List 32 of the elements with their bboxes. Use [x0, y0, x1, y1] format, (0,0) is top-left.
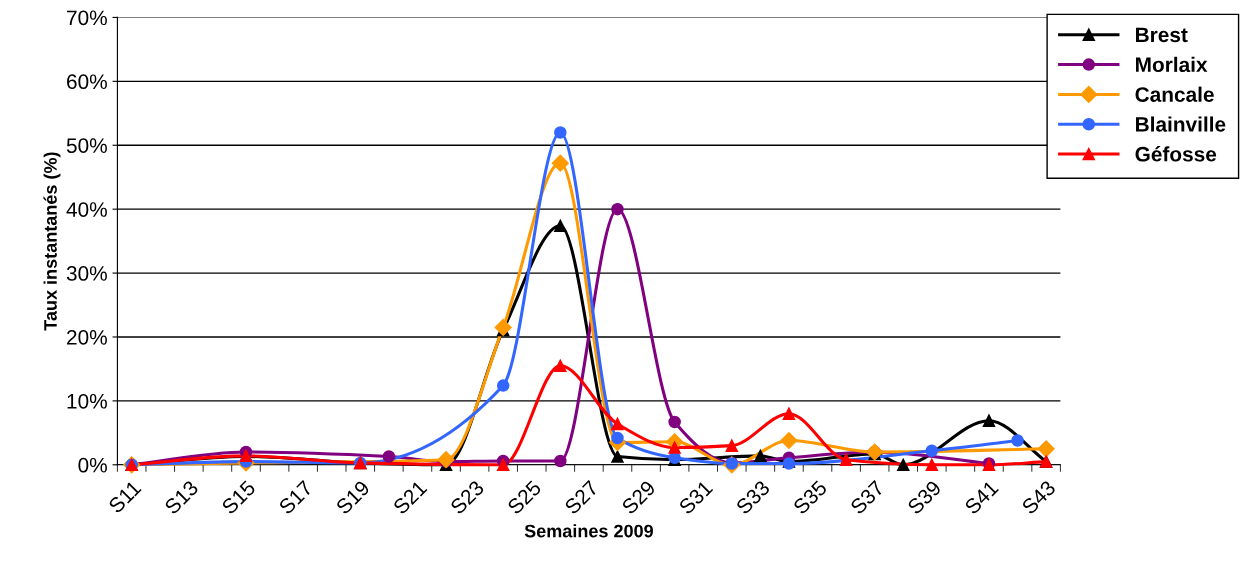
x-tick-label: S37	[849, 479, 885, 516]
y-tick-label: 50%	[66, 138, 107, 153]
x-axis-title: Semaines 2009	[524, 524, 653, 538]
y-tick-label: 20%	[67, 329, 107, 345]
x-tick-label: S11	[107, 479, 142, 514]
x-tick-label: S41	[963, 479, 1000, 516]
y-tick-label: 60%	[67, 74, 107, 90]
y-tick-label: 10%	[67, 393, 107, 409]
legend-label: Brest	[1136, 27, 1188, 43]
x-tick-label: S21	[392, 479, 428, 516]
x-tick-label: S33	[735, 479, 771, 516]
legend-label: Géfosse	[1135, 146, 1217, 162]
x-tick-label: S35	[792, 479, 828, 516]
x-tick-label: S31	[678, 479, 714, 516]
legend-label: Morlaix	[1136, 56, 1208, 73]
x-tick-label: S17	[278, 479, 314, 516]
x-tick-label: S29	[620, 479, 657, 516]
x-tick-label: S25	[506, 479, 542, 516]
y-tick-label: 30%	[66, 266, 107, 281]
y-axis-title: Taux instantanés (%)	[43, 152, 61, 331]
y-tick-label: 70%	[67, 10, 107, 26]
x-tick-label: S19	[335, 479, 371, 516]
y-tick-label: 0%	[78, 457, 107, 473]
x-tick-label: S13	[163, 479, 200, 516]
x-tick-label: S15	[220, 479, 257, 516]
x-tick-label: S23	[449, 479, 485, 516]
legend-label: Cancale	[1135, 86, 1214, 102]
legend-label: Blainville	[1136, 116, 1226, 132]
x-tick-label: S43	[1020, 479, 1057, 516]
x-tick-label: S27	[563, 479, 599, 516]
y-tick-label: 40%	[66, 202, 107, 217]
x-tick-label: S39	[906, 479, 942, 516]
